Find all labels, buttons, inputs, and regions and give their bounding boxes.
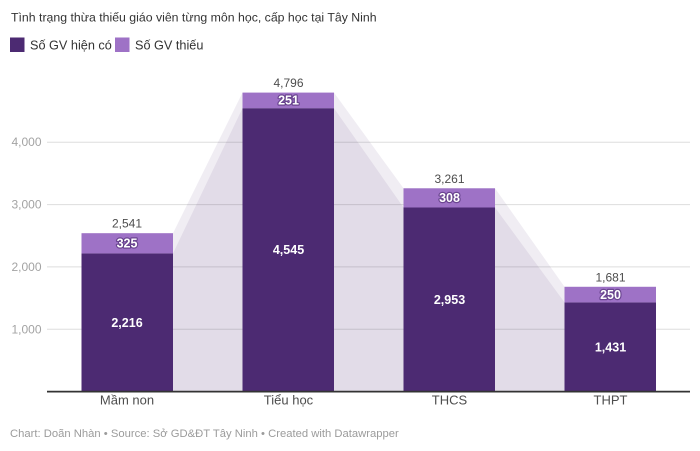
svg-text:325: 325 xyxy=(117,237,138,251)
svg-text:Chart: Doãn Nhàn • Source: Sở: Chart: Doãn Nhàn • Source: Sở GD&ĐT Tây … xyxy=(10,428,399,440)
svg-text:3,000: 3,000 xyxy=(11,198,41,212)
svg-text:1,431: 1,431 xyxy=(595,340,626,354)
svg-text:3,261: 3,261 xyxy=(434,172,464,186)
svg-text:4,545: 4,545 xyxy=(273,243,304,257)
svg-text:2,216: 2,216 xyxy=(111,316,142,330)
svg-text:Số GV thiếu: Số GV thiếu xyxy=(135,39,203,53)
svg-text:THCS: THCS xyxy=(432,393,468,408)
svg-text:4,000: 4,000 xyxy=(11,135,41,149)
svg-text:250: 250 xyxy=(600,288,621,302)
svg-text:251: 251 xyxy=(278,94,299,108)
svg-text:Mầm non: Mầm non xyxy=(100,393,154,408)
svg-text:Tiểu học: Tiểu học xyxy=(264,393,314,408)
svg-text:THPT: THPT xyxy=(594,393,628,408)
svg-text:1,000: 1,000 xyxy=(11,322,41,336)
svg-text:Số GV hiện có: Số GV hiện có xyxy=(30,39,112,53)
svg-text:2,000: 2,000 xyxy=(11,260,41,274)
svg-text:2,541: 2,541 xyxy=(112,217,142,231)
svg-text:2,953: 2,953 xyxy=(434,293,465,307)
svg-text:1,681: 1,681 xyxy=(595,270,625,284)
svg-text:4,796: 4,796 xyxy=(273,76,303,90)
svg-text:Tình trạng thừa thiếu giáo viê: Tình trạng thừa thiếu giáo viên từng môn… xyxy=(11,11,377,25)
svg-text:308: 308 xyxy=(439,191,460,205)
